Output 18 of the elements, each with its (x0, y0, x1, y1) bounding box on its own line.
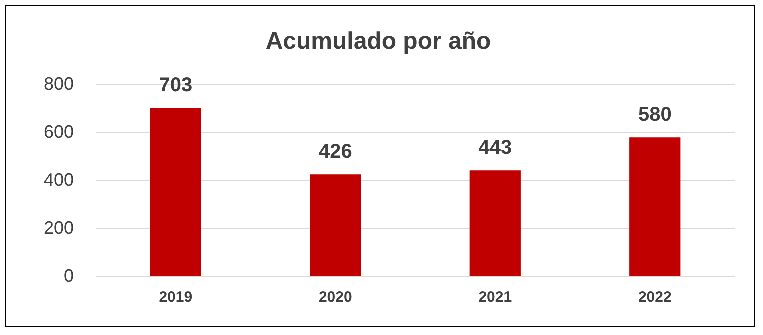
bar (310, 174, 362, 276)
y-tick-label: 0 (64, 266, 74, 286)
data-label: 580 (638, 104, 672, 126)
y-tick-label: 200 (44, 218, 74, 238)
x-tick-label: 2020 (318, 289, 352, 306)
bar (630, 138, 681, 276)
y-tick-label: 400 (44, 170, 74, 190)
bar (150, 108, 202, 276)
x-tick-label: 2022 (638, 289, 672, 306)
data-label: 443 (478, 137, 512, 160)
x-tick-label: 2019 (159, 289, 193, 306)
data-label: 703 (159, 74, 193, 97)
data-label: 426 (318, 141, 352, 164)
chart-title: Acumulado por año (266, 28, 492, 56)
x-tick-label: 2021 (478, 289, 512, 306)
bar (470, 170, 521, 276)
y-tick-label: 800 (44, 74, 74, 94)
y-tick-label: 600 (44, 122, 74, 142)
